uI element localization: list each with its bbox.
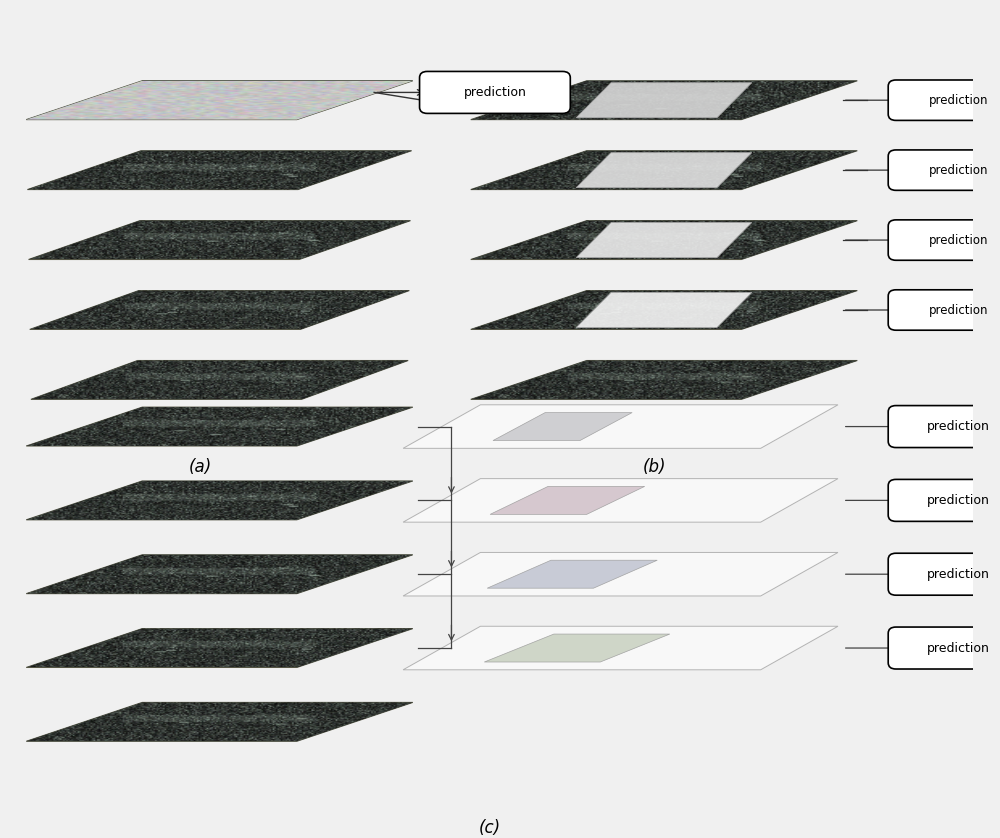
Polygon shape (576, 223, 752, 257)
Polygon shape (576, 83, 752, 117)
FancyBboxPatch shape (420, 71, 570, 113)
Polygon shape (471, 291, 857, 329)
Text: prediction: prediction (927, 420, 990, 433)
Polygon shape (471, 151, 857, 189)
Polygon shape (30, 291, 409, 329)
Polygon shape (471, 80, 857, 120)
Polygon shape (29, 220, 410, 260)
Polygon shape (471, 220, 857, 260)
FancyBboxPatch shape (888, 220, 1000, 261)
Polygon shape (26, 481, 413, 520)
Polygon shape (26, 702, 413, 742)
Polygon shape (471, 220, 857, 260)
Polygon shape (471, 360, 857, 400)
Polygon shape (27, 151, 412, 189)
Text: prediction: prediction (927, 567, 990, 581)
Polygon shape (487, 561, 657, 588)
Polygon shape (490, 486, 645, 515)
Polygon shape (403, 478, 838, 522)
Polygon shape (403, 626, 838, 670)
Polygon shape (26, 555, 413, 593)
Polygon shape (471, 360, 857, 400)
Polygon shape (403, 405, 838, 448)
Polygon shape (26, 80, 413, 120)
Polygon shape (471, 80, 857, 120)
Polygon shape (471, 151, 857, 189)
FancyBboxPatch shape (888, 553, 1000, 595)
FancyBboxPatch shape (888, 406, 1000, 447)
Text: prediction: prediction (927, 642, 990, 654)
Polygon shape (484, 634, 670, 662)
Polygon shape (26, 628, 413, 667)
Polygon shape (29, 220, 410, 260)
Polygon shape (26, 407, 413, 446)
FancyBboxPatch shape (888, 290, 1000, 330)
Text: (b): (b) (643, 458, 666, 476)
Polygon shape (31, 360, 408, 400)
Text: prediction: prediction (927, 494, 990, 507)
Text: prediction: prediction (929, 234, 988, 246)
Text: prediction: prediction (929, 163, 988, 177)
Polygon shape (26, 555, 413, 593)
Polygon shape (26, 80, 413, 120)
Polygon shape (471, 291, 857, 329)
Polygon shape (26, 628, 413, 667)
FancyBboxPatch shape (888, 80, 1000, 121)
FancyBboxPatch shape (888, 150, 1000, 190)
Polygon shape (26, 702, 413, 742)
Polygon shape (31, 360, 408, 400)
Polygon shape (576, 292, 752, 328)
Text: prediction: prediction (929, 94, 988, 106)
FancyBboxPatch shape (888, 627, 1000, 669)
FancyBboxPatch shape (888, 479, 1000, 521)
Text: prediction: prediction (929, 303, 988, 317)
Polygon shape (576, 153, 752, 188)
Text: prediction: prediction (463, 86, 526, 99)
Polygon shape (27, 151, 412, 189)
Polygon shape (26, 407, 413, 446)
Polygon shape (26, 481, 413, 520)
Text: (a): (a) (189, 458, 212, 476)
Text: (c): (c) (479, 819, 501, 837)
Polygon shape (403, 552, 838, 596)
Polygon shape (30, 291, 409, 329)
Polygon shape (493, 412, 632, 441)
